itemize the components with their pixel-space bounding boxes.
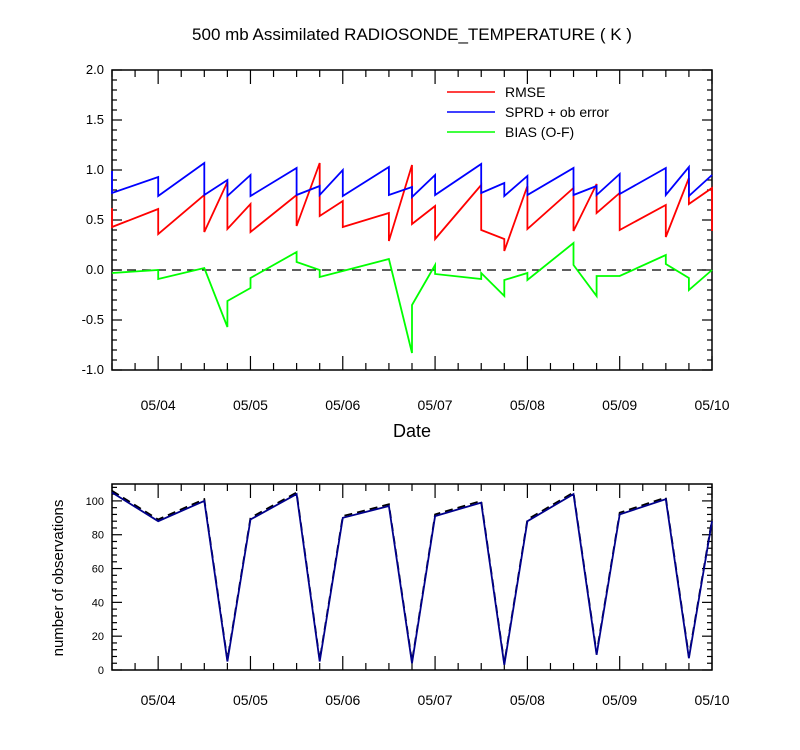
- x-tick-label: 05/10: [694, 692, 729, 708]
- bottom-chart: number of observations 0 20 40 60 80 100 05/04…: [50, 483, 730, 708]
- x-tick-label: 05/08: [510, 397, 545, 413]
- x-tick-label: 05/07: [418, 692, 453, 708]
- y-tick-label: 0: [98, 665, 104, 677]
- legend-entry: SPRD + ob error: [505, 104, 609, 120]
- y-tick-label: 60: [92, 564, 104, 576]
- x-tick-label: 05/09: [602, 692, 637, 708]
- y-tick-label: 1.0: [86, 162, 104, 177]
- y-tick-label: 40: [92, 597, 104, 609]
- x-tick-label: 05/09: [602, 397, 637, 413]
- x-tick-label: 05/08: [510, 692, 545, 708]
- legend-entry: BIAS (O-F): [505, 124, 574, 140]
- chart-title: 500 mb Assimilated RADIOSONDE_TEMPERATUR…: [192, 25, 632, 44]
- x-tick-label: 05/10: [694, 397, 729, 413]
- y-tick-label: 100: [86, 496, 104, 508]
- y-tick-label: 20: [92, 631, 104, 643]
- y-tick-label: 2.0: [86, 62, 104, 77]
- x-axis-label: Date: [393, 421, 431, 441]
- y-tick-label: -1.0: [82, 362, 104, 377]
- x-tick-label: 05/04: [141, 397, 176, 413]
- x-tick-label: 05/07: [418, 397, 453, 413]
- y-tick-label: 0.0: [86, 262, 104, 277]
- bias-o-f-line: [111, 241, 713, 354]
- sprd-ob-error-line: [111, 161, 713, 200]
- x-tick-label: 05/05: [233, 692, 268, 708]
- y-tick-label: 80: [92, 530, 104, 542]
- y-tick-label: 0.5: [86, 212, 104, 227]
- series-0-line: [111, 490, 713, 664]
- y-tick-label: 1.5: [86, 112, 104, 127]
- top-chart: 500 mb Assimilated RADIOSONDE_TEMPERATUR…: [82, 25, 730, 441]
- legend-entry: RMSE: [505, 84, 545, 100]
- rmse-line: [111, 162, 713, 252]
- y-tick-label: -0.5: [82, 312, 104, 327]
- y-axis-label: number of observations: [50, 500, 67, 657]
- x-tick-label: 05/05: [233, 397, 268, 413]
- legend: RMSE SPRD + ob error BIAS (O-F): [447, 84, 609, 140]
- x-tick-label: 05/06: [325, 397, 360, 413]
- x-tick-label: 05/06: [325, 692, 360, 708]
- series-1-line: [111, 491, 713, 666]
- x-tick-label: 05/04: [141, 692, 176, 708]
